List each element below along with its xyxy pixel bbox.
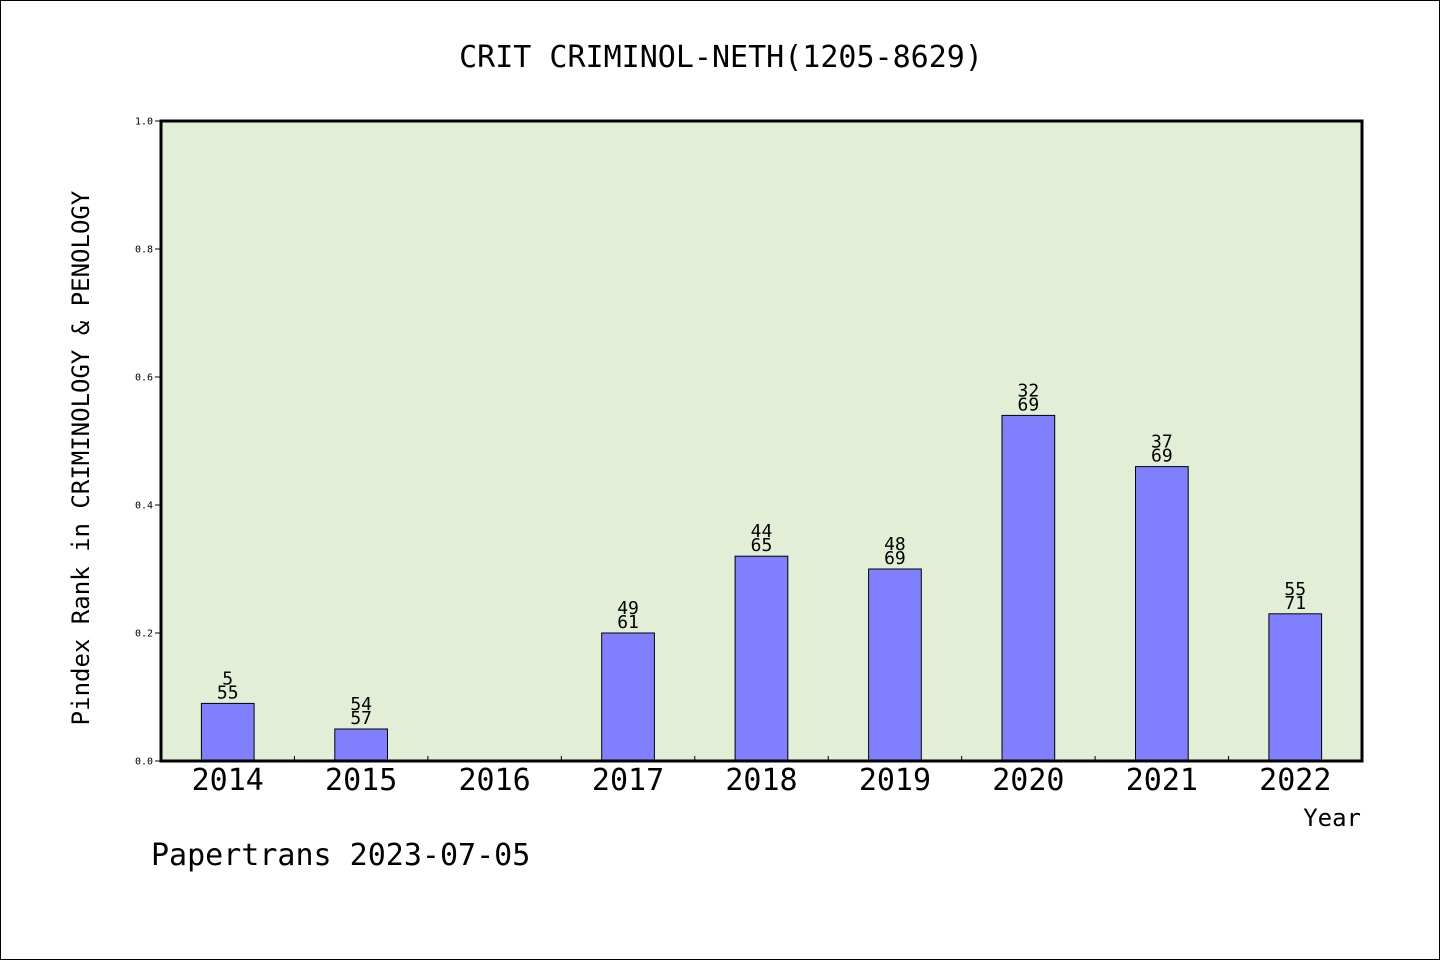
bar-total-label-2020: 69 xyxy=(1018,394,1040,415)
bar-2019 xyxy=(868,568,922,762)
bar-2020 xyxy=(1001,414,1056,762)
bar-rank-label-2014: 5 xyxy=(222,668,233,689)
x-ticks-group: 2014 2015 2016 2017 2018 2019 2020 2021 2022 xyxy=(192,756,1331,798)
bar-2021 xyxy=(1135,466,1189,762)
bar-rank-label-2021: 37 xyxy=(1151,432,1173,453)
bar-total-label-2019: 69 xyxy=(884,548,906,569)
bar-rank-label-2018: 44 xyxy=(751,521,773,542)
bar-2015 xyxy=(334,728,388,762)
y-tick-label-0: 0.0 xyxy=(135,757,153,768)
x-tick-label-2019: 2019 xyxy=(859,763,931,798)
x-tick-label-2016: 2016 xyxy=(458,763,530,798)
x-tick-label-2017: 2017 xyxy=(592,763,664,798)
bar-total-label-2022: 71 xyxy=(1284,593,1306,614)
x-tick-label-2018: 2018 xyxy=(725,763,797,798)
x-tick-label-2022: 2022 xyxy=(1259,763,1331,798)
bar-total-label-2017: 61 xyxy=(617,612,639,633)
y-tick-label-5: 1.0 xyxy=(135,117,153,128)
footer-text: Papertrans 2023-07-05 xyxy=(151,838,530,873)
y-ticks-group: 0.0 0.2 0.4 0.6 0.8 1.0 xyxy=(135,117,161,768)
y-axis-label: Pindex Rank in CRIMINOLOGY & PENOLOGY xyxy=(67,190,95,725)
y-tick-label-2: 0.4 xyxy=(135,501,153,512)
bar-2018 xyxy=(734,555,789,762)
bar-rank-label-2019: 48 xyxy=(884,534,906,555)
x-axis-label: Year xyxy=(1303,804,1361,832)
plot-border xyxy=(159,119,1364,763)
y-tick-label-4: 0.8 xyxy=(135,245,153,256)
bar-total-label-2014: 55 xyxy=(217,682,239,703)
bar-total-label-2021: 69 xyxy=(1151,446,1173,467)
bar-rank-label-2015: 54 xyxy=(350,694,372,715)
bars-group xyxy=(200,414,1323,762)
chart-title: CRIT CRIMINOL-NETH(1205-8629) xyxy=(459,40,983,75)
bar-rank-label-2017: 49 xyxy=(617,598,639,619)
x-tick-label-2014: 2014 xyxy=(192,763,264,798)
x-tick-label-2021: 2021 xyxy=(1126,763,1198,798)
bar-total-label-2015: 57 xyxy=(350,708,372,729)
bar-2014 xyxy=(200,702,255,762)
bar-2022 xyxy=(1268,613,1323,762)
bar-total-label-2018: 65 xyxy=(751,535,773,556)
y-tick-label-3: 0.6 xyxy=(135,373,153,384)
x-tick-label-2015: 2015 xyxy=(325,763,397,798)
y-tick-label-1: 0.2 xyxy=(135,629,153,640)
bar-2017 xyxy=(601,632,655,762)
x-tick-label-2020: 2020 xyxy=(992,763,1064,798)
bar-rank-label-2020: 32 xyxy=(1018,380,1040,401)
bar-rank-label-2022: 55 xyxy=(1284,579,1306,600)
